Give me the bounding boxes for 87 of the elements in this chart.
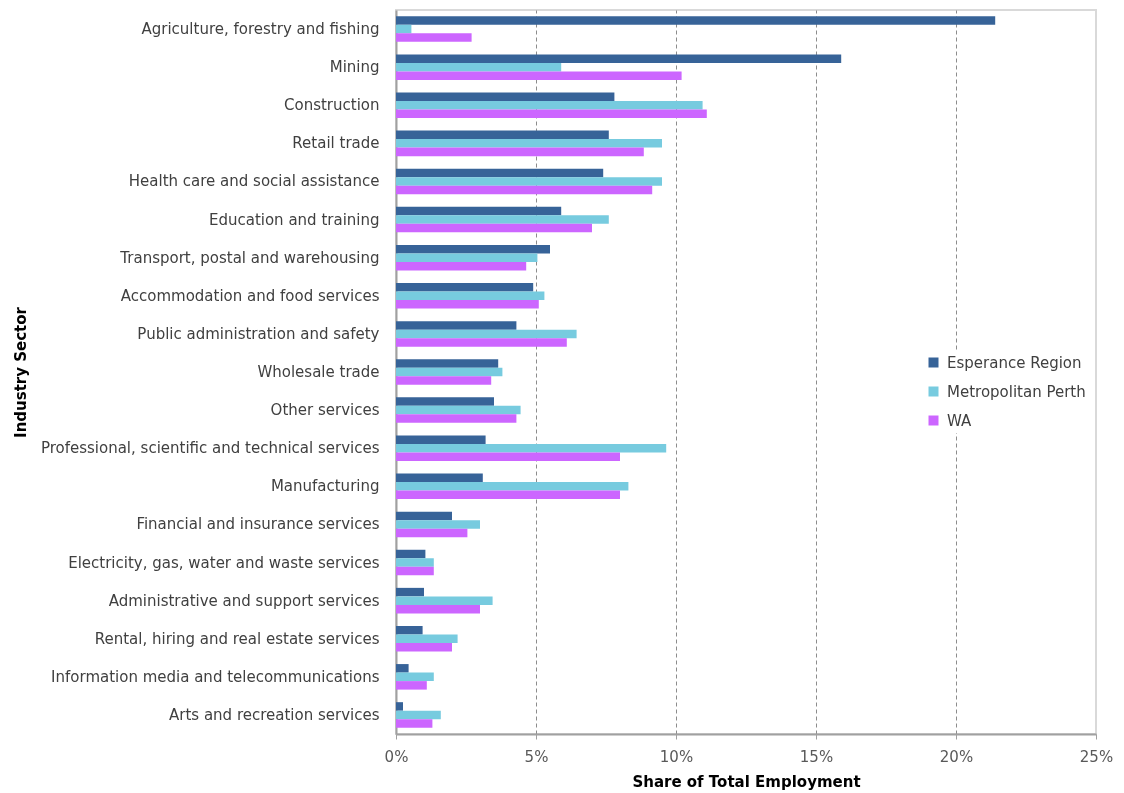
bar (396, 215, 609, 224)
bar (396, 435, 486, 444)
bar (396, 549, 426, 559)
bar (396, 147, 644, 157)
bar (396, 511, 452, 521)
bar (396, 261, 527, 271)
bar (396, 634, 458, 643)
bar (396, 482, 629, 491)
y-tick-label: Wholesale trade (257, 363, 380, 381)
bar (396, 139, 662, 148)
legend-label: WA (947, 411, 973, 430)
bar (396, 71, 682, 80)
bar (396, 625, 423, 635)
x-tick-label: 0% (384, 747, 409, 766)
bar (396, 223, 592, 233)
x-tick-label: 5% (524, 747, 549, 766)
y-tick-label: Information media and telecommunications (51, 667, 380, 686)
bar (396, 109, 707, 119)
y-tick-label: Retail trade (292, 134, 380, 153)
x-tick-label: 20% (939, 747, 974, 766)
bar (396, 24, 412, 34)
y-tick-label: Manufacturing (270, 477, 380, 496)
bar (396, 33, 472, 42)
bar (396, 719, 433, 728)
bar (396, 359, 499, 368)
y-tick-label: Accommodation and food services (120, 286, 380, 305)
bar (396, 185, 653, 195)
bar (396, 62, 562, 72)
bar (396, 253, 538, 262)
x-tick-label: 25% (1079, 747, 1114, 766)
x-axis-title: Share of Total Employment (632, 772, 861, 791)
bar (396, 681, 427, 690)
bar (396, 702, 403, 711)
x-tick-label: 15% (799, 747, 834, 766)
x-tick-label: 10% (659, 747, 694, 766)
y-tick-label: Public administration and safety (137, 324, 380, 343)
bar (396, 490, 620, 500)
bar (396, 443, 667, 453)
bar (396, 130, 609, 140)
bar (396, 206, 562, 216)
bar (396, 414, 517, 423)
y-tick-label: Electricity, gas, water and waste services (68, 553, 380, 572)
bar (396, 367, 503, 377)
bar (396, 520, 480, 529)
bar (396, 54, 842, 63)
bar (396, 452, 620, 461)
bar (396, 321, 517, 330)
bar (396, 710, 441, 720)
y-tick-label: Other services (270, 401, 380, 420)
bar (396, 338, 567, 347)
y-tick-label: Arts and recreation services (169, 705, 380, 724)
y-axis-title: Industry Sector (11, 306, 30, 438)
bar (396, 168, 604, 178)
bar (396, 300, 539, 309)
y-tick-label: Administrative and support services (108, 591, 380, 610)
y-tick-label: Financial and insurance services (136, 515, 380, 534)
bar (396, 604, 480, 614)
bar (396, 558, 434, 567)
bar (396, 92, 615, 102)
bar (396, 587, 424, 597)
bar (396, 664, 409, 673)
bar (396, 244, 550, 254)
bar (396, 566, 434, 576)
y-tick-label: Professional, scientific and technical services (40, 439, 380, 458)
legend-label: Esperance Region (947, 353, 1082, 372)
y-tick-label: Construction (283, 96, 380, 115)
legend-label: Metropolitan Perth (947, 382, 1086, 401)
bar (396, 528, 468, 538)
y-tick-label: Education and training (208, 210, 380, 229)
bar (396, 291, 545, 301)
bar (396, 376, 492, 385)
y-tick-label: Health care and social assistance (128, 172, 380, 191)
y-tick-label: Rental, hiring and real estate services (94, 629, 380, 648)
bar (396, 16, 996, 25)
bar (396, 596, 493, 605)
bar (396, 329, 577, 339)
bar (396, 101, 703, 110)
y-tick-label: Mining (329, 58, 380, 77)
bar (396, 405, 521, 415)
bar (396, 642, 452, 652)
bar (396, 672, 434, 682)
bar (396, 473, 483, 483)
y-tick-label: Transport, postal and warehousing (119, 248, 380, 267)
bar (396, 397, 494, 406)
bar (396, 283, 534, 292)
bar (396, 177, 662, 186)
y-tick-label: Agriculture, forestry and fishing (141, 20, 380, 39)
